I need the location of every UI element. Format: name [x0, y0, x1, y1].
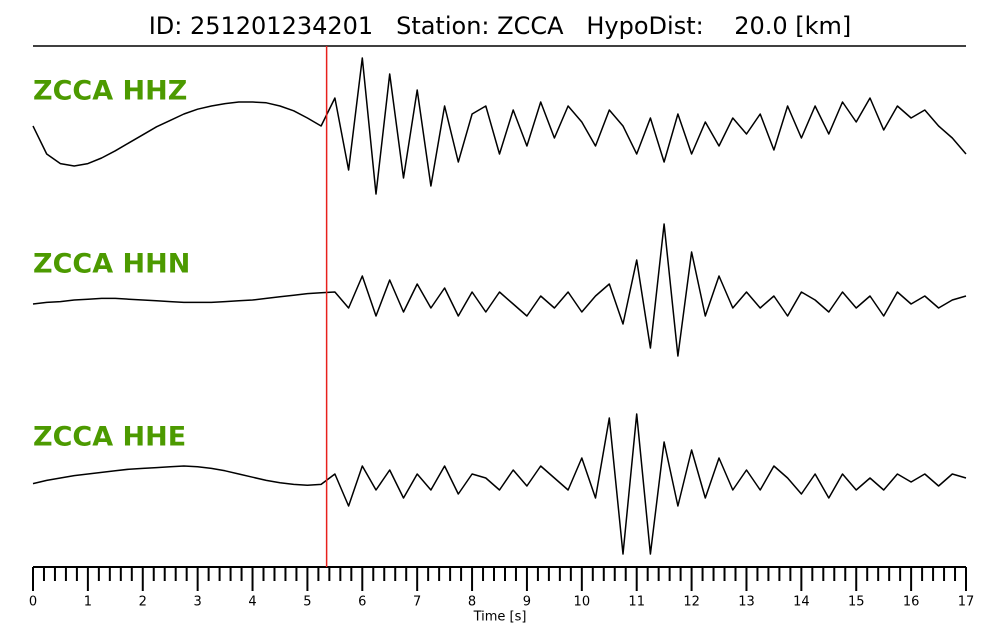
x-tick-label: 3 [194, 595, 202, 610]
x-tick-label: 1 [84, 595, 92, 610]
x-tick-label: 5 [303, 595, 311, 610]
x-tick-label: 8 [468, 595, 476, 610]
x-tick-label: 4 [248, 595, 256, 610]
x-tick-label: 12 [683, 595, 700, 610]
x-tick-label: 14 [793, 595, 810, 610]
x-tick-label: 15 [848, 595, 865, 610]
trace-label: ZCCA HHZ [33, 76, 187, 107]
x-tick-label: 17 [958, 595, 975, 610]
x-tick-label: 13 [738, 595, 755, 610]
trace-label: ZCCA HHN [33, 249, 190, 280]
x-tick-label: 16 [903, 595, 920, 610]
waveform [32, 57, 967, 195]
x-tick-label: 11 [628, 595, 645, 610]
waveform [32, 413, 967, 555]
trace-label: ZCCA HHE [33, 422, 186, 453]
chart-title: ID: 251201234201 Station: ZCCA HypoDist:… [149, 12, 852, 40]
waveform [32, 223, 967, 357]
x-tick-label: 2 [139, 595, 147, 610]
x-tick-label: 10 [574, 595, 591, 610]
x-tick-label: 0 [29, 595, 37, 610]
x-tick-label: 7 [413, 595, 421, 610]
x-tick-label: 6 [358, 595, 366, 610]
x-axis-label: Time [s] [473, 610, 527, 625]
x-tick-label: 9 [523, 595, 531, 610]
